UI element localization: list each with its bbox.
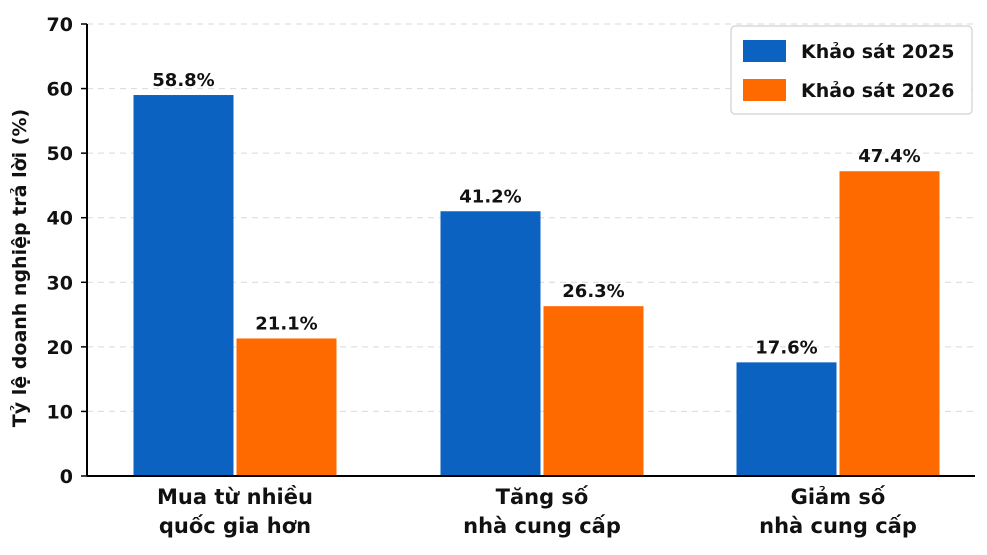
- bar-2026-2: [839, 171, 940, 477]
- legend: Khảo sát 2025 Khảo sát 2026: [730, 25, 973, 115]
- category-label-0-0: Mua từ nhiều: [157, 485, 313, 509]
- legend-label-2026: Khảo sát 2026: [801, 80, 954, 102]
- legend-swatch-2026: [743, 79, 786, 101]
- category-label-1-0: Tăng số: [496, 485, 589, 509]
- bar-2025-1: [440, 211, 541, 476]
- y-tick-label-30: 30: [47, 272, 73, 294]
- legend-label-2025: Khảo sát 2025: [801, 41, 954, 63]
- y-tick-labels: 0 10 20 30 40 50 60 70: [47, 14, 87, 488]
- axes: [86, 24, 975, 477]
- data-label-2025-1: 41.2%: [459, 186, 521, 207]
- bar-2025-2: [736, 362, 837, 476]
- bar-2026-0: [236, 338, 337, 476]
- y-tick-label-10: 10: [47, 401, 73, 423]
- y-tick-label-20: 20: [47, 337, 73, 359]
- data-labels: 58.8% 21.1% 41.2% 26.3% 17.6% 47.4%: [152, 70, 920, 358]
- bars: [133, 95, 940, 477]
- category-label-2-0: Giảm số: [791, 485, 886, 509]
- legend-swatch-2025: [743, 40, 786, 62]
- data-label-2026-0: 21.1%: [255, 313, 317, 334]
- bar-2025-0: [133, 95, 234, 477]
- category-labels: Mua từ nhiều quốc gia hơn Tăng số nhà cung …: [157, 485, 917, 538]
- data-label-2025-0: 58.8%: [152, 70, 214, 91]
- y-axis-title: Tỷ lệ doanh nghiệp trả lời (%): [9, 109, 31, 427]
- category-label-0-1: quốc gia hơn: [159, 514, 311, 538]
- data-label-2026-2: 47.4%: [858, 146, 920, 167]
- y-tick-label-50: 50: [47, 143, 73, 165]
- y-tick-label-60: 60: [47, 79, 73, 101]
- y-tick-label-70: 70: [47, 14, 73, 36]
- data-label-2026-1: 26.3%: [562, 281, 624, 302]
- y-tick-label-40: 40: [47, 208, 73, 230]
- category-label-1-1: nhà cung cấp: [463, 514, 621, 538]
- bar-2026-1: [543, 306, 644, 476]
- data-label-2025-2: 17.6%: [755, 337, 817, 358]
- y-tick-label-0: 0: [60, 466, 73, 488]
- legend-box: [730, 25, 973, 115]
- category-label-2-1: nhà cung cấp: [759, 514, 917, 538]
